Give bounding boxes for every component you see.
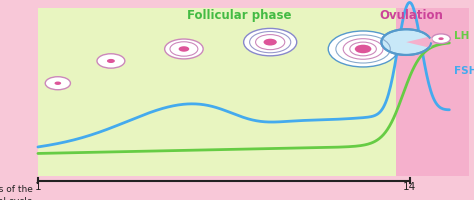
Circle shape [97, 54, 125, 69]
Circle shape [381, 30, 431, 56]
Circle shape [438, 38, 444, 41]
Circle shape [244, 29, 297, 57]
Circle shape [164, 40, 203, 60]
Circle shape [45, 77, 71, 90]
Circle shape [55, 82, 61, 86]
Circle shape [179, 47, 189, 52]
Wedge shape [406, 37, 433, 49]
Text: Ovulation: Ovulation [380, 9, 444, 22]
Circle shape [328, 32, 398, 68]
Text: Days of the
menstrual cycle: Days of the menstrual cycle [0, 184, 33, 200]
Text: FSH: FSH [454, 65, 474, 75]
Circle shape [432, 35, 450, 44]
Text: 1: 1 [35, 181, 41, 191]
Circle shape [264, 39, 277, 46]
Bar [396, 9, 469, 176]
Circle shape [355, 45, 372, 54]
Text: LH: LH [454, 31, 470, 41]
Bar [38, 9, 396, 176]
Text: Follicular phase: Follicular phase [187, 9, 292, 22]
Text: 14: 14 [403, 181, 416, 191]
Circle shape [107, 60, 115, 64]
